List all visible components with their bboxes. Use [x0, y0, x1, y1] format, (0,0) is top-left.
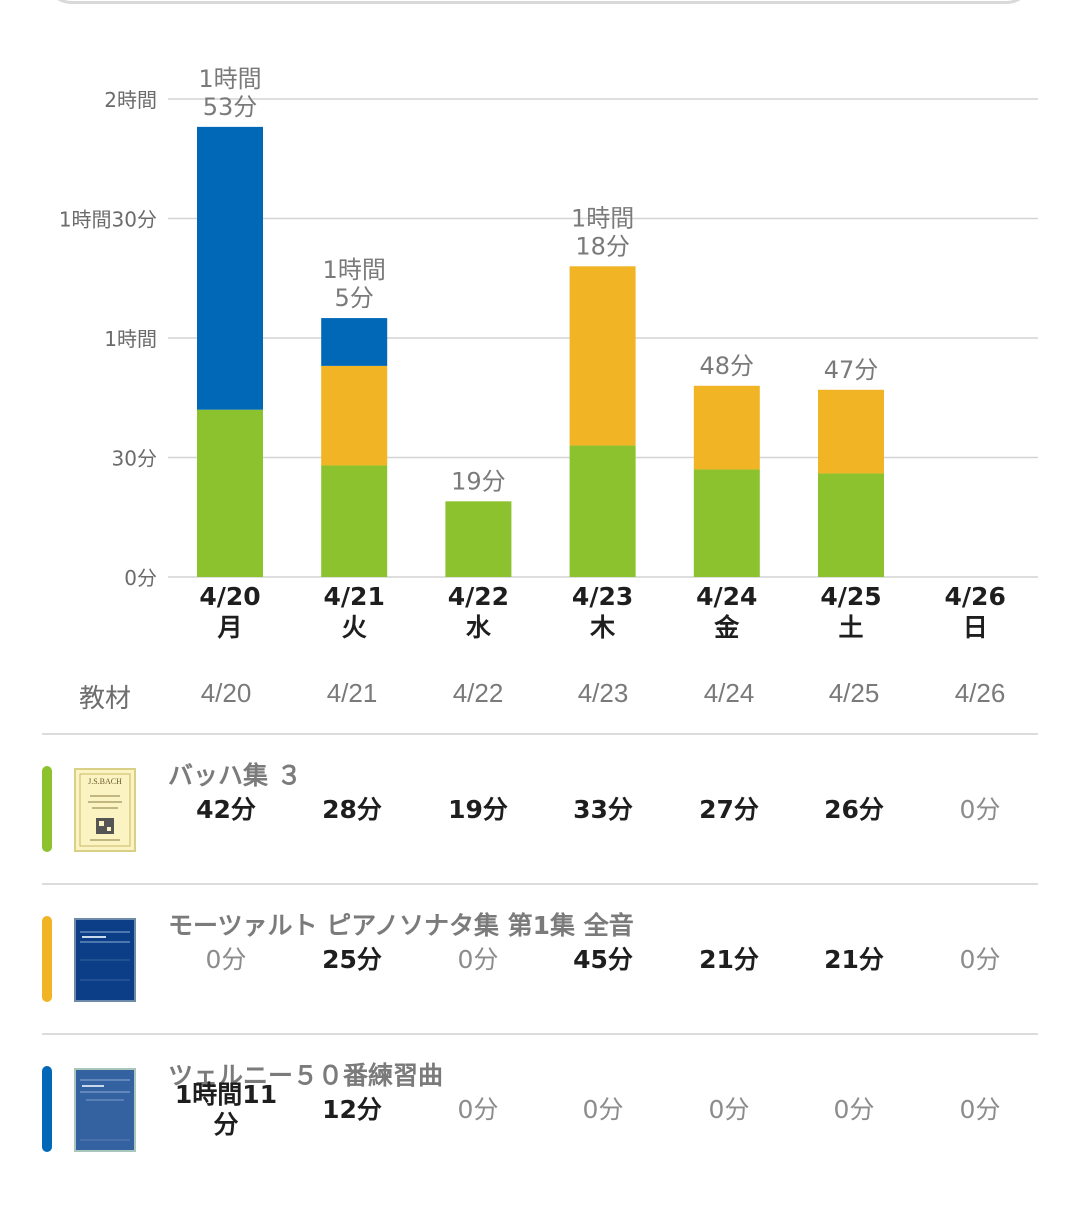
row-cell: 0分 — [959, 1095, 1001, 1124]
table-header-date: 4/22 — [452, 678, 504, 708]
table-header-date: 4/20 — [200, 678, 252, 708]
table-header-label: 教材 — [78, 684, 131, 714]
bar-segment — [818, 473, 884, 577]
bar-total-label: 47分 — [824, 356, 879, 384]
series-color-marker — [42, 766, 52, 852]
table-header-date: 4/24 — [703, 678, 755, 708]
bar-segment — [569, 266, 636, 446]
x-tick-weekday: 日 — [963, 613, 988, 642]
row-cell: 0分 — [457, 945, 499, 974]
x-tick-weekday: 金 — [713, 613, 740, 642]
x-tick-date: 4/25 — [820, 582, 881, 611]
bar-segment — [197, 409, 263, 577]
row-cell: 1時間11 分 — [174, 1080, 278, 1139]
series-color-marker — [42, 1066, 52, 1152]
y-tick-label: 0分 — [124, 566, 157, 590]
table-header-date: 4/23 — [577, 678, 629, 708]
x-tick-date: 4/20 — [199, 582, 260, 611]
x-tick-date: 4/22 — [448, 582, 509, 611]
bar-total-label: 5分 — [335, 284, 374, 312]
row-cell: 26分 — [824, 795, 884, 824]
bar-segment — [321, 318, 388, 366]
bar-total-label: 53分 — [203, 93, 258, 121]
row-cell: 0分 — [833, 1095, 875, 1124]
x-tick-date: 4/23 — [572, 582, 633, 611]
row-cell: 19分 — [448, 795, 508, 824]
row-cell: 12分 — [322, 1095, 382, 1124]
row-cell: 0分 — [205, 945, 247, 974]
bar-total-label: 18分 — [575, 232, 630, 260]
x-tick-weekday: 土 — [838, 613, 863, 642]
material-row-czerny[interactable]: ツェルニー５０番練習曲 1時間11 分 12分 0分 0分 0分 0分 0分 — [0, 1034, 1080, 1184]
bach-cover-text: J.S.BACH — [88, 777, 122, 786]
material-title: ツェルニー５０番練習曲 — [168, 1061, 444, 1090]
bar-segment — [693, 469, 760, 577]
czerny-book-cover-icon — [74, 1068, 136, 1152]
bar-total-label: 48分 — [700, 352, 755, 380]
row-cell: 33分 — [573, 795, 633, 824]
row-cell: 28分 — [322, 795, 382, 824]
bar-segment — [321, 365, 388, 466]
row-cell: 0分 — [457, 1095, 499, 1124]
x-tick-weekday: 水 — [466, 613, 492, 642]
row-cell: 45分 — [573, 945, 633, 974]
x-tick-weekday: 火 — [342, 613, 367, 642]
series-color-marker — [42, 916, 52, 1002]
y-tick-label: 1時間30分 — [59, 208, 157, 232]
practice-time-chart: 0分30分1時間1時間30分2時間1時間53分4/20月1時間5分4/21火19… — [59, 65, 1038, 642]
x-tick-date: 4/24 — [696, 582, 757, 611]
bar-segment — [693, 385, 760, 470]
row-cell: 0分 — [708, 1095, 750, 1124]
row-cell: 0分 — [959, 795, 1001, 824]
table-header-date: 4/25 — [828, 678, 880, 708]
material-title: バッハ集 ３ — [168, 761, 302, 790]
bar-segment — [818, 389, 884, 474]
row-cell: 21分 — [699, 945, 759, 974]
x-tick-date: 4/26 — [945, 582, 1006, 611]
x-tick-weekday: 月 — [216, 613, 242, 642]
table-header-date: 4/21 — [326, 678, 378, 708]
mozart-book-cover-icon — [74, 918, 136, 1002]
row-cell: 27分 — [699, 795, 759, 824]
material-row-bach[interactable]: J.S.BACH バッハ集 ３ 42分 28分 19分 33分 27分 26分 … — [0, 734, 1080, 884]
y-tick-label: 30分 — [112, 447, 157, 471]
table-header-date: 4/26 — [954, 678, 1006, 708]
bar-total-label: 1時間 — [198, 65, 261, 93]
divider — [42, 733, 1038, 735]
x-tick-weekday: 木 — [589, 613, 615, 642]
row-cell: 42分 — [196, 795, 256, 824]
bar-total-label: 1時間 — [571, 204, 634, 232]
bar-total-label: 1時間 — [323, 256, 386, 284]
row-cell: 21分 — [824, 945, 884, 974]
divider — [42, 883, 1038, 885]
y-tick-label: 1時間 — [104, 327, 157, 351]
material-row-mozart[interactable]: モーツァルト ピアノソナタ集 第1集 全音 0分 25分 0分 45分 21分 … — [0, 884, 1080, 1034]
divider — [42, 1033, 1038, 1035]
row-cell: 25分 — [322, 945, 382, 974]
y-tick-label: 2時間 — [104, 88, 157, 112]
row-cell: 0分 — [582, 1095, 624, 1124]
bar-segment — [321, 465, 388, 577]
bar-total-label: 19分 — [451, 467, 506, 495]
bach-book-cover-icon: J.S.BACH — [74, 768, 136, 852]
bar-segment — [445, 501, 512, 577]
x-tick-date: 4/21 — [324, 582, 385, 611]
row-cell: 0分 — [959, 945, 1001, 974]
material-title: モーツァルト ピアノソナタ集 第1集 全音 — [168, 911, 634, 940]
bar-segment — [569, 445, 636, 577]
bar-segment — [197, 126, 263, 410]
